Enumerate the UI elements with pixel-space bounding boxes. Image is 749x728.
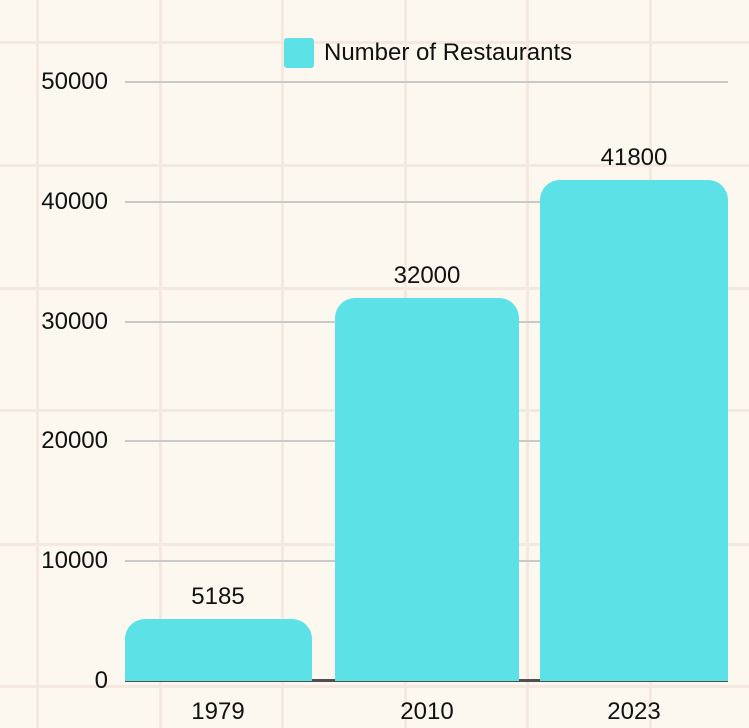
plot-area: 5185 32000 41800 [125,82,728,681]
background-grid-line [526,0,529,728]
y-tick-label: 20000 [41,427,108,455]
x-tick-label: 1979 [191,698,245,725]
background-grid-line [281,0,284,728]
background-grid-line [0,287,749,290]
y-tick-label: 40000 [41,187,108,215]
y-tick-label: 0 [94,667,108,694]
background-grid-line [0,164,749,167]
gridline-40000 [125,200,728,203]
y-tick-label: 30000 [41,307,108,335]
y-tick-label: 50000 [41,68,108,95]
legend: Number of Restaurants [284,38,572,68]
x-tick-label: 2023 [607,698,661,725]
legend-swatch [284,38,314,68]
bar-value-label: 41800 [600,144,668,172]
legend-label: Number of Restaurants [324,39,573,66]
bar-1979 [125,618,312,681]
background-grid-line [36,0,39,728]
background-grid-line [0,41,749,44]
bar-2023 [540,180,728,681]
background-grid-line [159,0,162,728]
x-tick-label: 2010 [400,698,454,725]
bar-value-label: 32000 [393,261,461,289]
gridline-50000 [125,81,728,83]
bar-2010 [335,297,519,681]
background-grid-line [0,685,749,688]
bar-value-label: 5185 [191,582,245,610]
y-tick-label: 10000 [41,547,108,575]
